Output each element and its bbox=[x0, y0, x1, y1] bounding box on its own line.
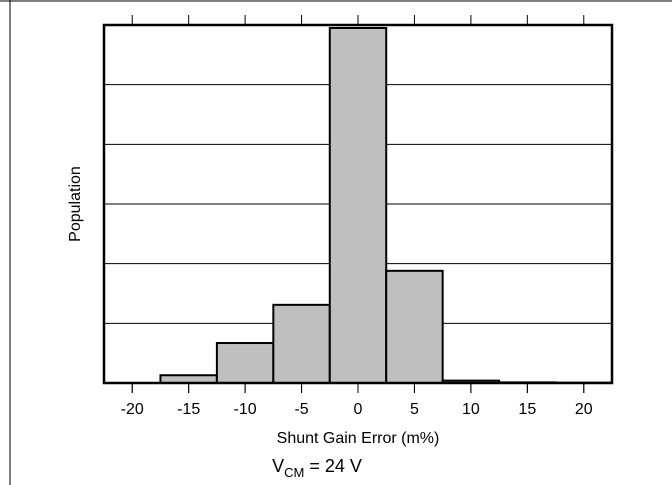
x-tick-label: -10 bbox=[234, 401, 257, 418]
axis-ticks bbox=[131, 15, 585, 393]
condition-footnote: VCM = 24 V bbox=[272, 456, 362, 480]
histogram-bar bbox=[328, 26, 388, 384]
x-tick-label: -20 bbox=[121, 401, 144, 418]
x-tick-label: 10 bbox=[462, 401, 480, 418]
x-tick-labels: -20 -15 -10 -5 0 5 10 15 20 bbox=[121, 401, 593, 418]
x-tick-label: 20 bbox=[575, 401, 593, 418]
histogram-bar bbox=[215, 342, 275, 385]
x-tick-label: -15 bbox=[177, 401, 200, 418]
histogram-bar bbox=[272, 303, 331, 384]
x-tick-label: 0 bbox=[354, 401, 363, 418]
x-tick-label: -5 bbox=[294, 401, 308, 418]
footnote-subscript: CM bbox=[284, 465, 304, 480]
histogram-bar bbox=[385, 269, 444, 384]
x-tick-label: 5 bbox=[410, 401, 419, 418]
x-axis-label: Shunt Gain Error (m%) bbox=[277, 430, 440, 447]
histogram-bars bbox=[159, 26, 613, 385]
footnote-rest: = 24 V bbox=[304, 456, 362, 476]
footnote-main: V bbox=[272, 456, 284, 476]
x-tick-label: 15 bbox=[518, 401, 536, 418]
y-axis-label: Population bbox=[67, 166, 84, 242]
